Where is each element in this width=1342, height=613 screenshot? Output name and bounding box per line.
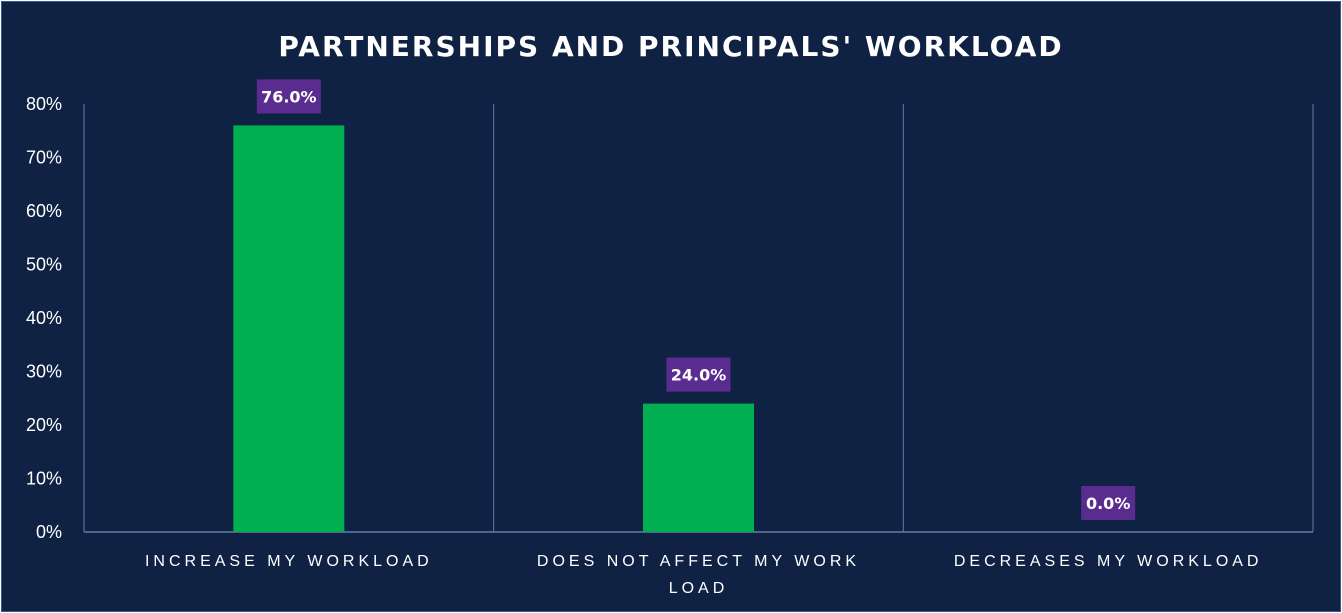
y-tick-label: 50%	[26, 255, 62, 275]
bar	[643, 403, 754, 532]
y-tick-label: 40%	[26, 308, 62, 328]
bar	[233, 125, 345, 533]
y-tick-label: 10%	[26, 469, 62, 489]
x-category-label: DECREASES MY WORKLOAD	[954, 553, 1263, 570]
y-tick-label: 70%	[26, 148, 62, 168]
x-category-label: LOAD	[669, 580, 729, 597]
data-label: 0.0%	[1086, 494, 1130, 513]
data-label: 76.0%	[261, 87, 317, 106]
data-label-box	[256, 79, 321, 114]
data-label-box	[1081, 486, 1136, 520]
y-tick-label: 80%	[26, 94, 62, 114]
y-tick-label: 20%	[26, 415, 62, 435]
data-label: 24.0%	[671, 366, 727, 385]
y-tick-label: 60%	[26, 201, 62, 221]
y-tick-label: 30%	[26, 362, 62, 382]
data-label-box	[666, 357, 731, 392]
chart-title: PARTNERSHIPS AND PRINCIPALS' WORKLOAD	[278, 30, 1064, 63]
x-category-label: DOES NOT AFFECT MY WORK	[537, 553, 860, 570]
y-tick-label: 0%	[36, 522, 62, 542]
x-category-label: INCREASE MY WORKLOAD	[145, 553, 433, 570]
